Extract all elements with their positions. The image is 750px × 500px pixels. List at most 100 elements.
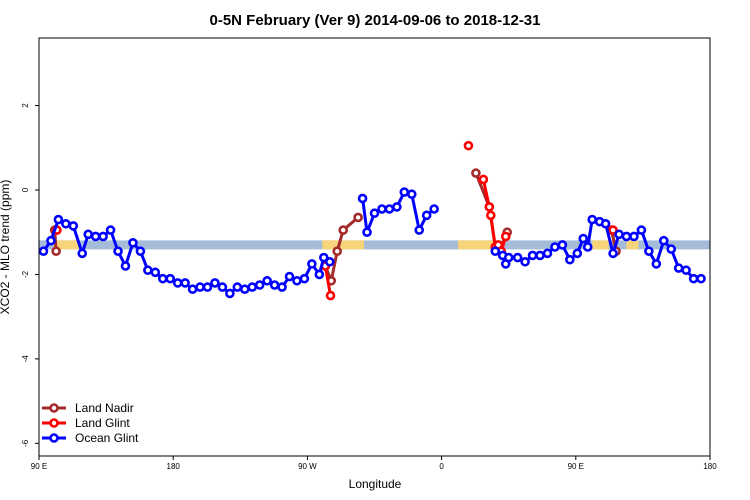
data-point [83,229,94,240]
data-point [484,202,495,212]
data-point [325,290,336,301]
data-point [239,284,250,295]
y-tick-label: 0 [21,187,30,192]
legend-marker [49,403,59,413]
series-ocean-glint [38,187,706,299]
data-point [600,218,611,229]
legend-marker [49,433,59,443]
data-point [53,214,64,225]
data-point [90,231,101,242]
data-point [269,280,280,290]
data-point [135,246,146,257]
data-point [542,248,553,259]
chart-title: 0-5N February (Ver 9) 2014-09-06 to 2018… [209,12,540,29]
data-point [478,174,489,185]
data-point [636,225,647,235]
data-point [338,225,348,235]
series-line [323,265,332,296]
data-point [512,252,523,263]
data-point [217,282,228,292]
plot-frame [38,37,711,457]
data-point [307,259,317,269]
data-point [202,282,213,292]
data-point [225,288,235,299]
x-tick-label: 90 E [31,462,47,471]
data-point [120,261,131,271]
data-point [471,168,481,178]
data-point [520,256,530,267]
data-point [614,229,624,240]
data-point [61,218,71,229]
data-point [651,259,662,269]
data-point [292,275,302,286]
data-point [98,231,108,242]
x-tick-label: 90 E [568,462,584,471]
data-point [143,265,153,276]
data-point [187,284,198,295]
axes: 90 E 180 90 W 0 90 E 180 2 0 -2 -4 -6 [21,103,717,471]
data-point [384,204,395,214]
data-point [414,225,425,235]
data-point [210,278,220,288]
data-point [644,246,654,257]
data-point [157,273,168,284]
data-point [500,231,511,242]
legend-label: Land Glint [75,416,130,430]
data-point [557,240,568,250]
data-point [490,246,501,257]
data-point [277,282,287,292]
data-point [68,221,79,231]
data-point [324,256,335,267]
data-point [332,246,343,257]
data-point [421,210,432,221]
data-point [105,225,116,235]
series-layer [38,140,706,301]
data-point [621,231,632,242]
data-point [578,233,589,244]
data-point [673,263,684,273]
data-point [165,273,176,284]
data-point [392,202,402,212]
data-point [353,212,363,223]
data-point [180,278,190,288]
legend-label: Land Nadir [75,401,134,415]
data-point [232,282,243,292]
data-point [172,278,183,288]
data-point [681,265,691,276]
y-tick-label: 2 [21,103,30,108]
data-point [113,246,123,257]
data-point [550,242,560,252]
data-point [658,235,669,246]
legend-marker [49,418,59,428]
data-point [565,254,575,265]
data-point [582,242,593,252]
data-point [608,248,618,259]
data-point [284,271,295,282]
x-axis-label: Longitude [349,477,402,491]
data-point [46,235,56,246]
y-tick-label: -6 [21,439,30,447]
data-point [51,246,61,257]
data-point [195,282,205,292]
data-point [262,275,272,286]
data-point [503,252,514,263]
data-point [486,210,496,221]
data-point [572,248,583,259]
data-point [299,273,310,284]
data-point [463,140,474,151]
data-point [666,244,677,254]
data-point [314,269,325,280]
data-point [254,280,265,290]
data-point [688,273,699,284]
data-point [696,273,706,284]
data-point [150,267,161,278]
data-point [362,227,372,238]
data-point [535,250,545,261]
data-point [608,225,618,235]
y-axis-label: XCO2 - MLO trend (ppm) [0,180,12,315]
data-point [406,189,417,200]
data-point [38,246,49,257]
data-point [369,208,380,219]
